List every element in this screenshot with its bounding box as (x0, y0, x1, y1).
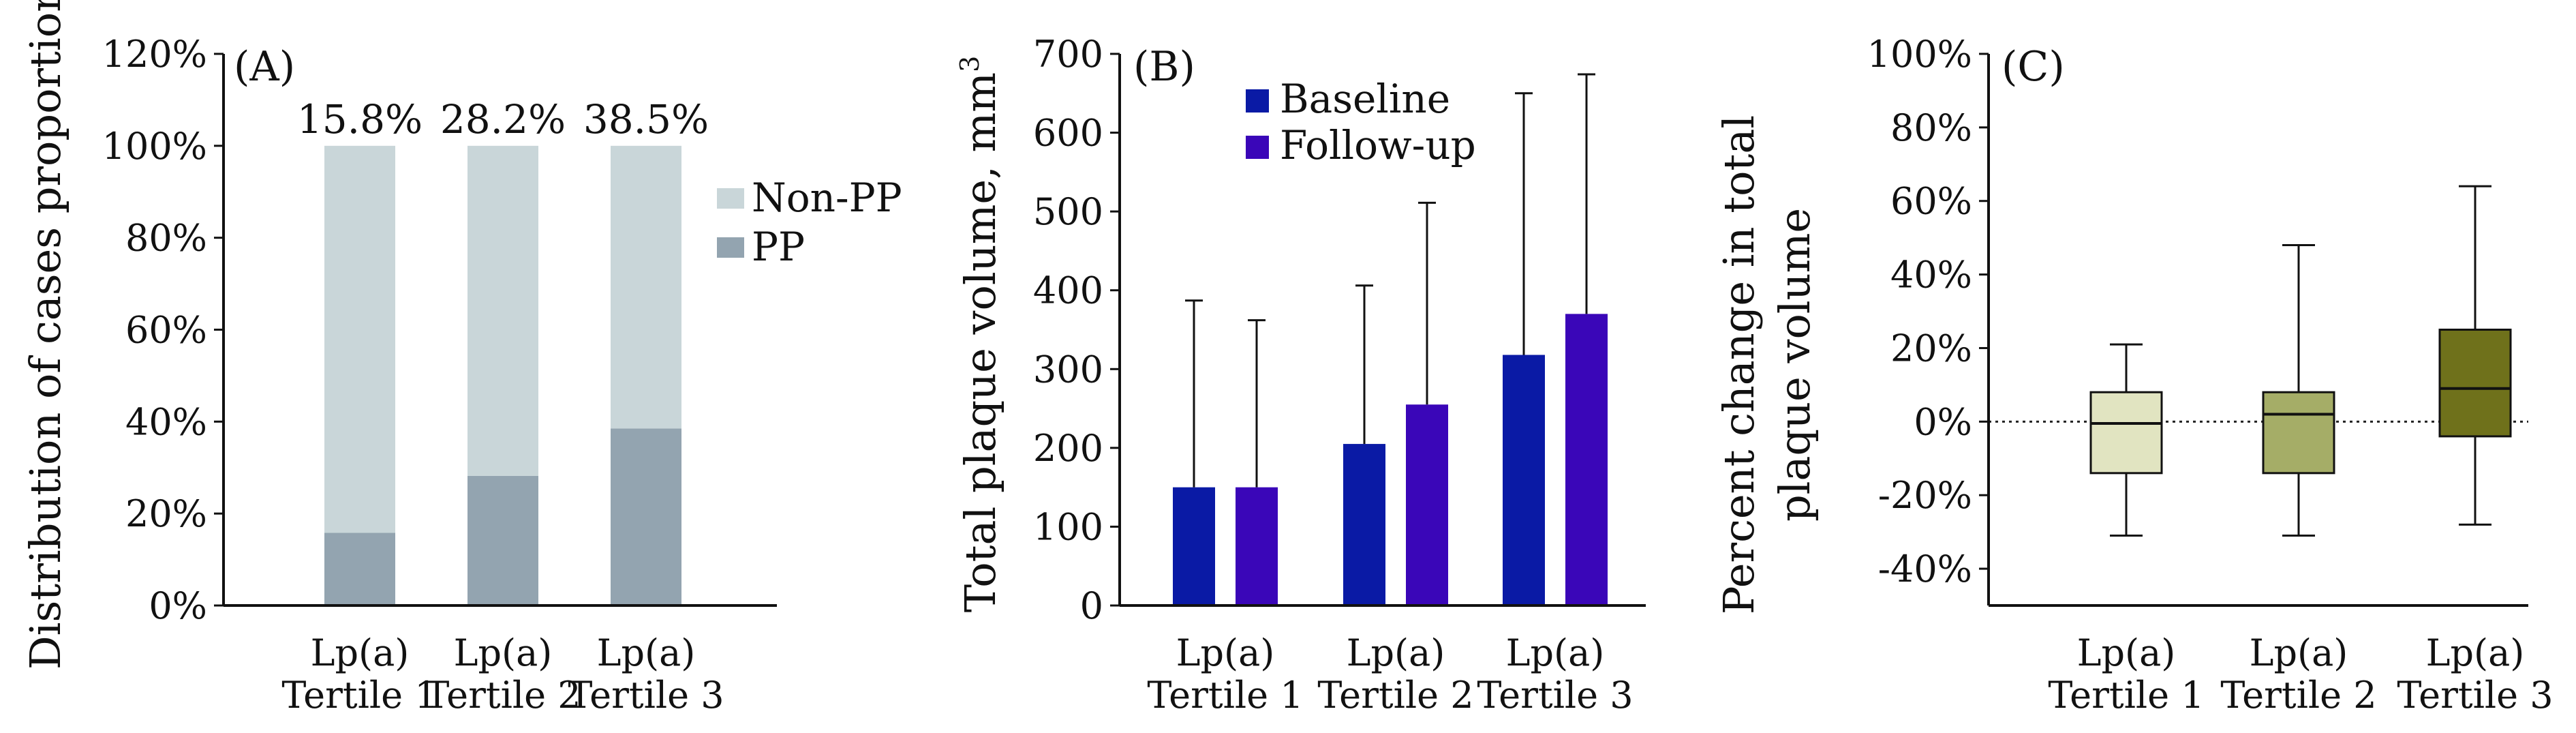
y-tick-label: 0% (149, 584, 207, 627)
box-iqr (2262, 391, 2335, 475)
panel-c-tag: (C) (2002, 43, 2065, 91)
data-label: 15.8% (297, 96, 423, 143)
bar-pp (611, 428, 681, 605)
y-tick-label: -40% (1878, 548, 1972, 590)
legend-label-pp: PP (752, 224, 805, 270)
panel-c-y-axis-title-line-1: Percent change in total (1714, 115, 1764, 614)
panel-b-y-axis-title: Total plaque volume, mm3 (955, 56, 1005, 613)
category-label-line-1: Lp(a) (454, 631, 553, 674)
panel-a-y-ticks: 0% 20% 40% 60% 80% 100% 120% (102, 33, 224, 627)
panel-c-y-axis-title-line-2: plaque volume (1770, 208, 1820, 522)
panel-c-chart: -40%-20%0%20%40%60%80%100% Lp(a)Tertile … (1714, 33, 2554, 717)
y-tick-label: 300 (1033, 348, 1103, 391)
legend-swatch-follow-up (1246, 136, 1269, 159)
y-tick-label: 100% (1867, 33, 1972, 76)
category-label-line-2: Tertile 3 (1477, 674, 1633, 717)
panel-b-y-axis-title-main: Total plaque volume, mm (955, 72, 1005, 612)
y-tick-label: 600 (1033, 112, 1103, 155)
legend-swatch-pp (717, 237, 744, 258)
y-tick-label: 40% (1890, 254, 1972, 297)
bar-follow-up (1406, 404, 1448, 605)
category-label-line-1: Lp(a) (597, 631, 696, 674)
bar-non-pp (467, 145, 538, 476)
panel-a-legend: Non-PP PP (717, 175, 902, 270)
legend-swatch-non-pp (717, 188, 744, 209)
category-label-line-1: Lp(a) (2250, 631, 2348, 674)
panel-a-category-labels: Lp(a)Tertile 1Lp(a)Tertile 2Lp(a)Tertile… (281, 631, 724, 717)
category-label-line-2: Tertile 2 (2220, 674, 2376, 717)
y-tick-label: 40% (125, 400, 207, 443)
panel-b-legend: Baseline Follow-up (1246, 76, 1476, 168)
y-tick-label: 20% (1890, 327, 1972, 370)
panel-a-y-axis-title: Distribution of cases proportion (20, 0, 70, 670)
y-tick-label: 700 (1033, 33, 1103, 76)
panel-a-tag: (A) (234, 43, 295, 91)
y-tick-label: 500 (1033, 190, 1103, 233)
y-tick-label: 400 (1033, 269, 1103, 312)
box-iqr (2438, 329, 2512, 438)
panel-b-tag: (B) (1133, 43, 1195, 91)
panel-b-y-axis-title-superscript: 3 (955, 56, 985, 72)
panel-c-boxes (2089, 185, 2512, 537)
bar-pp (467, 475, 538, 605)
category-label-line-1: Lp(a) (311, 631, 410, 674)
y-tick-label: 100% (102, 125, 207, 168)
panel-b-y-ticks: 0 100 200 300 400 500 600 700 (1033, 33, 1120, 627)
panel-a-axes (222, 54, 777, 607)
panel-a-chart: 0% 20% 40% 60% 80% 100% 120% 15.8% 28.2% 38.5% L… (20, 0, 902, 717)
category-label-line-1: Lp(a) (2077, 631, 2176, 674)
category-label-line-2: Tertile 1 (1147, 674, 1303, 717)
bar-baseline (1503, 355, 1545, 605)
category-label-line-1: Lp(a) (2426, 631, 2525, 674)
data-label: 38.5% (583, 96, 709, 143)
legend-label-baseline: Baseline (1280, 76, 1450, 122)
panel-b-axes (1118, 54, 1646, 607)
panel-b-category-labels: Lp(a)Tertile 1Lp(a)Tertile 2Lp(a)Tertile… (1147, 631, 1633, 717)
y-tick-label: 60% (1890, 180, 1972, 223)
bar-non-pp (611, 145, 681, 429)
y-tick-label: 20% (125, 492, 207, 535)
y-tick-label: 200 (1033, 427, 1103, 470)
box-iqr (2089, 391, 2163, 475)
category-label-line-2: Tertile 2 (425, 674, 581, 717)
legend-swatch-baseline (1246, 89, 1269, 113)
panel-a-bars: 15.8% 28.2% 38.5% (297, 96, 709, 605)
category-label-line-1: Lp(a) (1347, 631, 1445, 674)
category-label-line-2: Tertile 3 (2397, 674, 2553, 717)
y-tick-label: 120% (102, 33, 207, 76)
y-tick-label: 0 (1080, 584, 1103, 627)
y-tick-label: 100 (1033, 505, 1103, 548)
y-tick-label: 60% (125, 309, 207, 352)
category-label-line-1: Lp(a) (1176, 631, 1275, 674)
category-label-line-2: Tertile 2 (1317, 674, 1473, 717)
y-tick-label: 80% (125, 217, 207, 260)
bar-pp (324, 533, 395, 605)
panel-c-category-labels: Lp(a)Tertile 1Lp(a)Tertile 2Lp(a)Tertile… (2048, 631, 2553, 717)
category-label-line-2: Tertile 1 (281, 674, 438, 717)
y-tick-label: 0% (1914, 400, 1972, 443)
y-tick-label: -20% (1878, 474, 1972, 517)
legend-label-non-pp: Non-PP (752, 175, 902, 221)
category-label-line-2: Tertile 3 (568, 674, 724, 717)
legend-label-follow-up: Follow-up (1280, 122, 1476, 168)
bar-baseline (1343, 444, 1385, 605)
panel-b-bars (1173, 73, 1608, 605)
y-tick-label: 80% (1890, 106, 1972, 149)
category-label-line-1: Lp(a) (1506, 631, 1605, 674)
bar-non-pp (324, 145, 395, 533)
category-label-line-2: Tertile 1 (2048, 674, 2204, 717)
panel-c-y-ticks: -40% -20% 0% 20% 40% 60% 80% 100% (1867, 33, 1989, 590)
panel-c-axes (1987, 54, 2528, 607)
bar-follow-up (1236, 487, 1278, 605)
bar-baseline (1173, 487, 1215, 605)
bar-follow-up (1565, 314, 1608, 605)
data-label: 28.2% (440, 96, 566, 143)
panel-c-y-axis-title: Percent change in total plaque volume (1714, 115, 1820, 614)
